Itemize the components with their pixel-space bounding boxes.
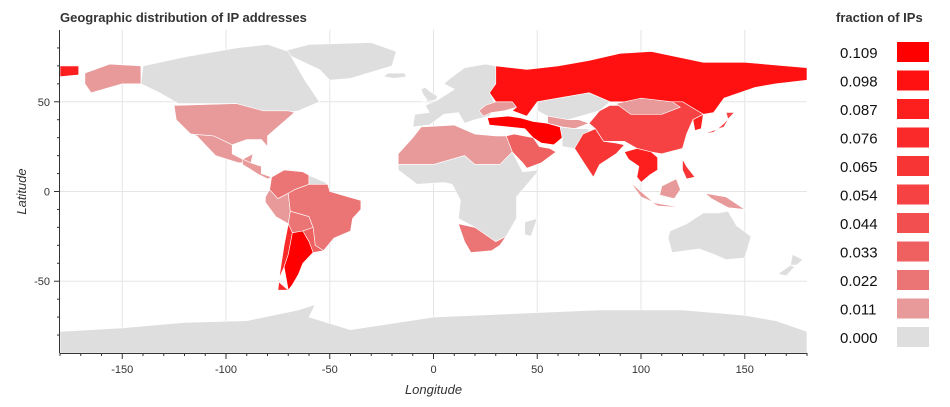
country-china xyxy=(588,101,704,155)
legend-label: 0.054 xyxy=(840,188,878,205)
country-antarctica xyxy=(60,304,807,353)
country-arabia xyxy=(505,133,557,169)
country-argentina xyxy=(283,230,314,291)
axes: -150 -100 -50 0 50 100 150 -50 0 50 Longitude Latit… xyxy=(14,30,808,397)
legend-swatch xyxy=(897,156,929,176)
legend-swatch xyxy=(897,99,929,119)
legend-label: 0.044 xyxy=(840,216,878,233)
legend-label: 0.076 xyxy=(840,131,878,148)
map-land xyxy=(60,42,807,353)
country-new-zealand xyxy=(790,254,804,266)
legend-swatch xyxy=(897,270,929,290)
legend-swatch xyxy=(897,327,929,347)
country-central-america xyxy=(242,158,272,180)
legend-swatch xyxy=(897,213,929,233)
country-greenland xyxy=(281,42,397,81)
country-java xyxy=(651,202,683,208)
country-alaska-west-tip xyxy=(60,65,79,77)
country-borneo xyxy=(659,178,681,199)
country-europe xyxy=(412,63,497,128)
y-tick-label: 50 xyxy=(38,97,50,109)
x-tick-label: 0 xyxy=(430,364,436,376)
country-southeast-asia xyxy=(624,148,658,190)
legend-swatch xyxy=(897,298,929,319)
x-tick-label: -150 xyxy=(111,364,133,376)
legend-label: 0.065 xyxy=(840,159,878,176)
country-philippines xyxy=(682,158,696,180)
country-new-zealand-south xyxy=(777,264,795,277)
legend-label: 0.011 xyxy=(840,302,876,319)
y-tick-label: 0 xyxy=(44,187,50,199)
legend-swatch xyxy=(897,184,929,205)
country-india xyxy=(574,128,625,178)
country-japan xyxy=(703,112,735,135)
legend-title: fraction of IPs xyxy=(836,10,923,25)
country-central-asia xyxy=(547,115,590,129)
country-mongolia xyxy=(615,97,681,115)
x-tick-label: 150 xyxy=(736,364,754,376)
legend-label: 0.098 xyxy=(840,74,878,91)
country-turkey-iran xyxy=(487,115,563,146)
legend-swatch xyxy=(897,42,929,62)
legend-swatch xyxy=(897,70,929,91)
country-southern-africa xyxy=(458,223,507,253)
country-mexico xyxy=(190,133,254,164)
country-madagascar xyxy=(524,218,538,237)
country-alaska xyxy=(84,63,142,94)
x-tick-label: 50 xyxy=(531,364,543,376)
legend-swatch xyxy=(897,127,929,148)
country-korea xyxy=(692,114,704,131)
chart-title: Geographic distribution of IP addresses xyxy=(60,10,307,25)
country-indonesia-sumatra xyxy=(630,182,654,203)
y-axis-label: Latitude xyxy=(14,168,29,214)
legend-label: 0.033 xyxy=(840,245,878,262)
country-russia xyxy=(489,51,807,117)
country-iceland xyxy=(383,72,407,79)
legend-label: 0.109 xyxy=(840,45,878,62)
x-tick-label: -50 xyxy=(322,364,338,376)
country-brazil xyxy=(288,184,362,251)
legend-label: 0.000 xyxy=(840,330,878,347)
legend-label: 0.022 xyxy=(840,273,878,290)
x-tick-label: -100 xyxy=(215,364,237,376)
y-tick-label: -50 xyxy=(34,276,50,288)
legend-label: 0.087 xyxy=(840,102,878,119)
legend: 0.109 0.098 0.087 0.076 0.065 0.054 0.044 0.033… xyxy=(840,42,929,347)
x-tick-label: 100 xyxy=(632,364,650,376)
legend-swatch xyxy=(897,241,929,262)
country-australia xyxy=(667,210,752,260)
country-new-guinea xyxy=(705,193,746,210)
country-uk xyxy=(420,87,438,103)
country-canada xyxy=(140,44,320,117)
country-sub-saharan-africa xyxy=(397,151,540,242)
x-axis-label: Longitude xyxy=(405,382,462,397)
